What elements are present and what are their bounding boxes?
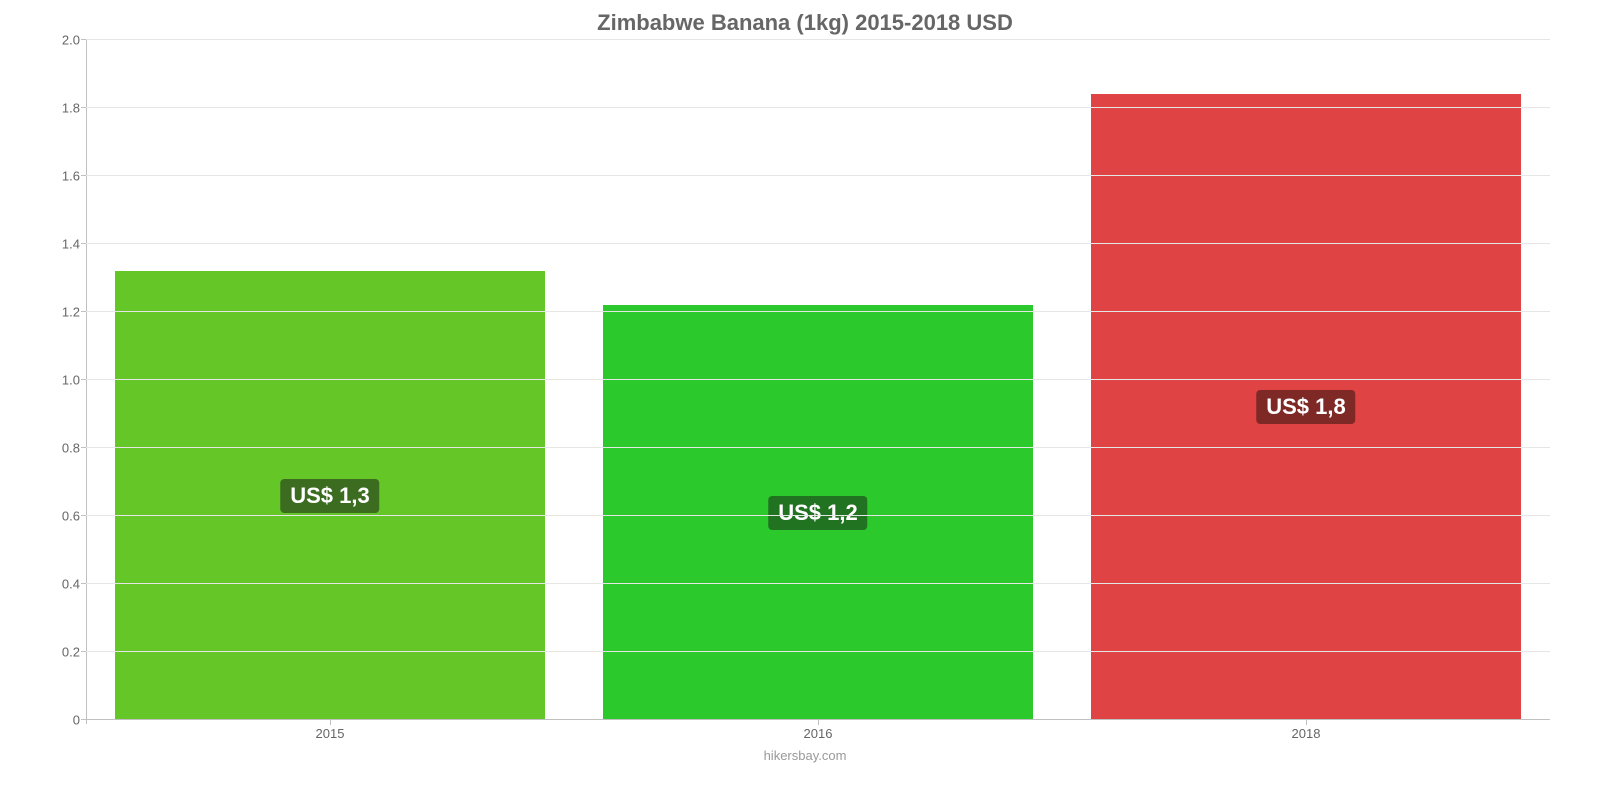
y-tick-mark xyxy=(81,379,86,380)
plot-area: 00.20.40.60.81.01.21.41.61.82.0 US$ 1,3U… xyxy=(86,40,1550,720)
y-tick-mark xyxy=(81,175,86,176)
y-tick-mark xyxy=(81,583,86,584)
gridline xyxy=(86,175,1550,176)
x-tick-label: 2016 xyxy=(804,726,833,741)
bar: US$ 1,8 xyxy=(1091,94,1520,720)
y-tick-label: 0.4 xyxy=(62,577,80,592)
y-tick-label: 0.6 xyxy=(62,509,80,524)
gridline xyxy=(86,243,1550,244)
x-tick-label: 2018 xyxy=(1292,726,1321,741)
bar-value-label: US$ 1,3 xyxy=(280,479,380,513)
chart-container: Zimbabwe Banana (1kg) 2015-2018 USD 00.2… xyxy=(50,10,1560,780)
chart-footer: hikersbay.com xyxy=(50,748,1560,763)
x-tick-label: 2015 xyxy=(316,726,345,741)
bar: US$ 1,3 xyxy=(115,271,544,720)
x-axis: 2015 2016 2018 xyxy=(86,720,1550,746)
y-tick-mark xyxy=(81,447,86,448)
y-tick-mark xyxy=(81,107,86,108)
y-tick-mark xyxy=(81,243,86,244)
y-tick-mark xyxy=(81,39,86,40)
gridline xyxy=(86,379,1550,380)
y-tick-label: 0.8 xyxy=(62,441,80,456)
y-tick-mark xyxy=(81,515,86,516)
gridline xyxy=(86,39,1550,40)
chart-title: Zimbabwe Banana (1kg) 2015-2018 USD xyxy=(50,10,1560,36)
bar-value-label: US$ 1,8 xyxy=(1256,390,1356,424)
y-tick-label: 1.2 xyxy=(62,305,80,320)
y-tick-label: 0.2 xyxy=(62,645,80,660)
y-tick-mark xyxy=(81,311,86,312)
gridline xyxy=(86,107,1550,108)
gridline xyxy=(86,651,1550,652)
y-tick-label: 0 xyxy=(73,713,80,728)
gridline xyxy=(86,447,1550,448)
y-tick-label: 2.0 xyxy=(62,33,80,48)
gridline xyxy=(86,515,1550,516)
gridline xyxy=(86,311,1550,312)
bar: US$ 1,2 xyxy=(603,305,1032,720)
bar-value-label: US$ 1,2 xyxy=(768,496,868,530)
y-tick-label: 1.6 xyxy=(62,169,80,184)
y-tick-label: 1.0 xyxy=(62,373,80,388)
y-tick-label: 1.8 xyxy=(62,101,80,116)
bars-area: US$ 1,3 US$ 1,2 US$ 1,8 xyxy=(86,40,1550,720)
gridline xyxy=(86,583,1550,584)
y-tick-mark xyxy=(81,651,86,652)
y-tick-label: 1.4 xyxy=(62,237,80,252)
y-axis: 00.20.40.60.81.01.21.41.61.82.0 xyxy=(50,40,86,720)
